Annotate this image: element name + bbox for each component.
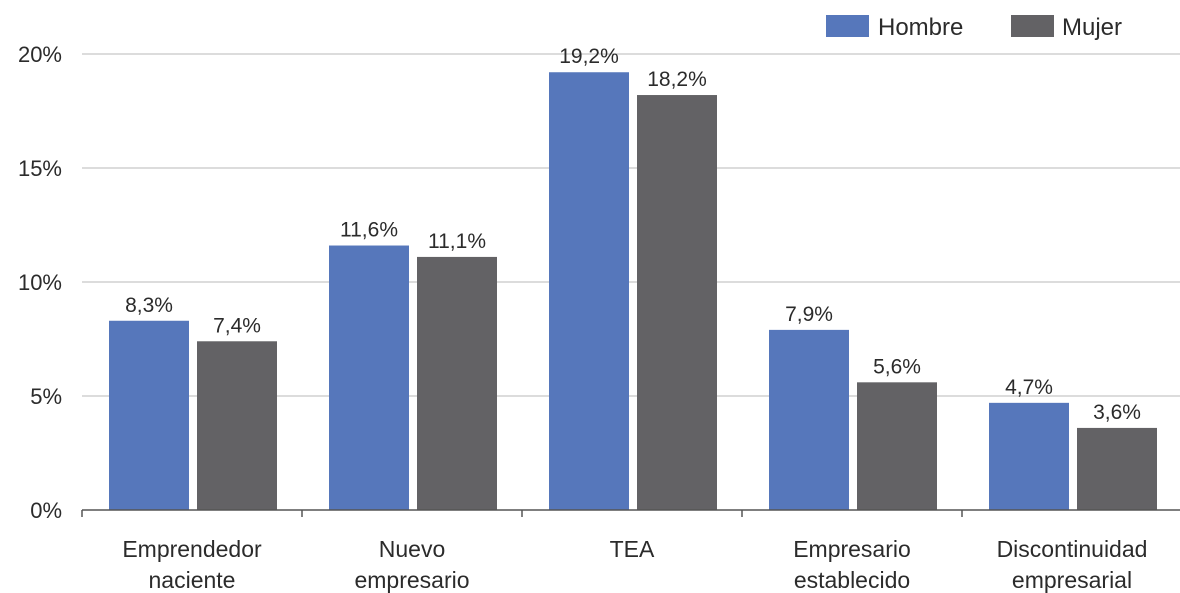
x-tick-label: Nuevo bbox=[379, 536, 445, 562]
gridlines bbox=[82, 53, 1180, 397]
x-tick-label: Discontinuidad bbox=[997, 536, 1148, 562]
legend-label-mujer: Mujer bbox=[1062, 14, 1122, 41]
y-tick-label: 15% bbox=[18, 156, 62, 181]
data-label: 11,6% bbox=[340, 219, 398, 242]
bar-mujer bbox=[857, 382, 937, 510]
y-tick-label: 10% bbox=[18, 270, 62, 295]
data-label: 5,6% bbox=[873, 355, 921, 378]
legend-swatch-hombre bbox=[826, 15, 869, 37]
x-tick-label: establecido bbox=[794, 567, 910, 593]
bar-hombre bbox=[769, 329, 849, 510]
bar-hombre bbox=[329, 245, 409, 510]
data-label: 7,9% bbox=[785, 303, 833, 326]
x-tick-label: Empresario bbox=[793, 536, 911, 562]
legend-label-hombre: Hombre bbox=[878, 14, 963, 41]
x-tick-label: TEA bbox=[610, 536, 655, 562]
bar-hombre bbox=[989, 402, 1069, 510]
legend: Hombre Mujer bbox=[826, 14, 1122, 41]
x-tick-label: naciente bbox=[149, 567, 236, 593]
data-label: 8,3% bbox=[125, 294, 173, 317]
data-label: 7,4% bbox=[213, 314, 261, 337]
bars: 8,3% 7,4% 11,6% 11,1% 19,2% 18,2% 7,9% 5,6% 4,7%… bbox=[109, 45, 1157, 511]
bar-mujer bbox=[417, 256, 497, 510]
y-axis: 0% 5% 10% 15% 20% bbox=[18, 42, 62, 523]
bar-hombre bbox=[109, 320, 189, 510]
bar-hombre bbox=[549, 72, 629, 511]
legend-swatch-mujer bbox=[1011, 15, 1054, 37]
data-label: 4,7% bbox=[1005, 376, 1053, 399]
bar-mujer bbox=[637, 95, 717, 510]
data-label: 11,1% bbox=[428, 230, 486, 253]
y-tick-label: 0% bbox=[30, 498, 62, 523]
y-tick-label: 5% bbox=[30, 384, 62, 409]
data-label: 18,2% bbox=[647, 68, 707, 91]
data-label: 19,2% bbox=[559, 45, 619, 68]
y-tick-label: 20% bbox=[18, 42, 62, 67]
x-tick-label: empresario bbox=[354, 567, 469, 593]
x-axis: Emprendedor naciente Nuevo empresario TEA Emp… bbox=[81, 509, 1180, 593]
bar-mujer bbox=[1077, 427, 1157, 510]
data-label: 3,6% bbox=[1093, 401, 1141, 424]
x-tick-label: empresarial bbox=[1012, 567, 1132, 593]
bar-mujer bbox=[197, 341, 277, 510]
x-tick-label: Emprendedor bbox=[122, 536, 262, 562]
